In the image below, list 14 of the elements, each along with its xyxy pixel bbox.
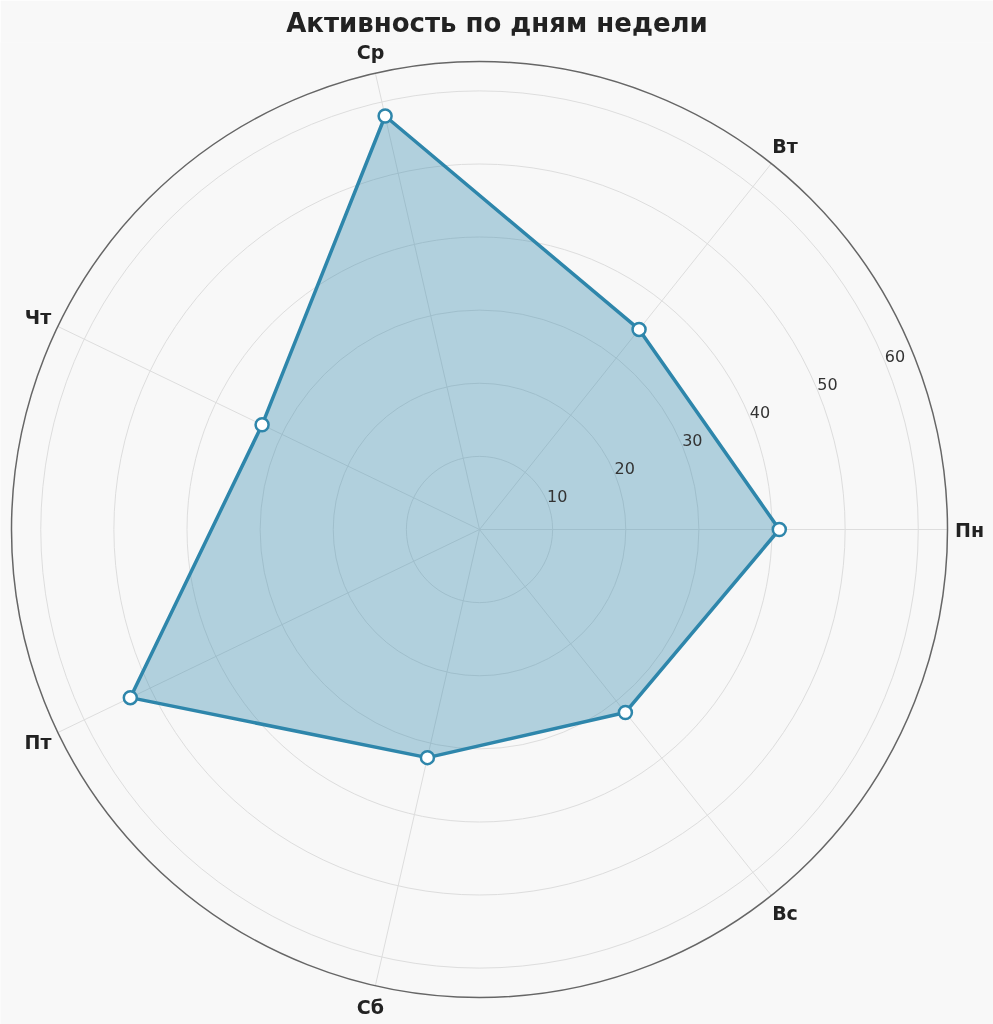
spoke-label: Ср <box>356 40 385 63</box>
y-tick-label: 30 <box>682 430 703 450</box>
y-tick-label: 60 <box>884 346 906 366</box>
y-tick-label: 40 <box>749 402 771 422</box>
y-tick-label: 50 <box>817 374 838 394</box>
spoke-label: Сб <box>356 996 385 1019</box>
chart-title: Активность по дням недели <box>286 7 708 38</box>
spoke-label: Вс <box>772 901 798 924</box>
spoke-label: Вт <box>772 135 798 158</box>
spoke-label: Пт <box>24 731 52 754</box>
y-tick-label: 10 <box>547 486 568 506</box>
spoke-label: Пн <box>954 518 985 541</box>
spoke-label: Чт <box>24 305 52 328</box>
y-tick-label: 20 <box>614 458 635 478</box>
